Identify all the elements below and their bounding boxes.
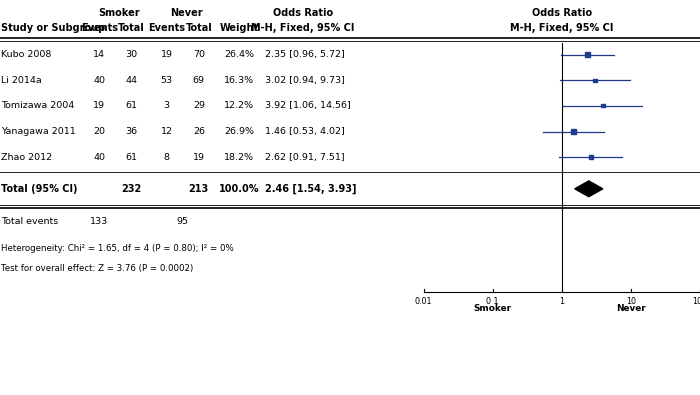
Text: 40: 40 bbox=[93, 153, 106, 162]
Text: Test for overall effect: Z = 3.76 (P = 0.0002): Test for overall effect: Z = 3.76 (P = 0… bbox=[1, 264, 193, 273]
Text: 19: 19 bbox=[160, 50, 173, 59]
Text: Never: Never bbox=[170, 8, 202, 18]
Bar bbox=[589, 156, 593, 159]
Text: 10: 10 bbox=[626, 297, 636, 307]
Text: M-H, Fixed, 95% CI: M-H, Fixed, 95% CI bbox=[510, 23, 613, 34]
Text: 95: 95 bbox=[176, 217, 188, 226]
Text: 2.35 [0.96, 5.72]: 2.35 [0.96, 5.72] bbox=[265, 50, 344, 59]
Text: M-H, Fixed, 95% CI: M-H, Fixed, 95% CI bbox=[251, 23, 355, 34]
Text: 1.46 [0.53, 4.02]: 1.46 [0.53, 4.02] bbox=[265, 127, 344, 136]
Text: 16.3%: 16.3% bbox=[224, 76, 255, 85]
Text: 100.0%: 100.0% bbox=[219, 184, 260, 194]
Text: Total: Total bbox=[118, 23, 145, 34]
Text: Heterogeneity: Chi² = 1.65, df = 4 (P = 0.80); I² = 0%: Heterogeneity: Chi² = 1.65, df = 4 (P = … bbox=[1, 244, 233, 252]
Text: Smoker: Smoker bbox=[98, 8, 140, 18]
Text: Total: Total bbox=[186, 23, 212, 34]
Bar bbox=[593, 79, 597, 82]
Text: 19: 19 bbox=[93, 102, 106, 110]
Text: 8: 8 bbox=[164, 153, 169, 162]
Polygon shape bbox=[575, 181, 603, 197]
Text: 69: 69 bbox=[193, 76, 205, 85]
Text: Smoker: Smoker bbox=[474, 305, 512, 313]
Text: 44: 44 bbox=[125, 76, 138, 85]
Text: Events: Events bbox=[81, 23, 118, 34]
Text: Events: Events bbox=[148, 23, 185, 34]
Text: Total (95% CI): Total (95% CI) bbox=[1, 184, 77, 194]
Bar bbox=[601, 104, 605, 107]
Text: 213: 213 bbox=[189, 184, 209, 194]
Text: 26.4%: 26.4% bbox=[225, 50, 254, 59]
Text: Odds Ratio: Odds Ratio bbox=[532, 8, 592, 18]
Text: Weight: Weight bbox=[220, 23, 259, 34]
Text: 3: 3 bbox=[164, 102, 169, 110]
Text: Li 2014a: Li 2014a bbox=[1, 76, 41, 85]
Text: 0 1: 0 1 bbox=[486, 297, 499, 307]
Text: Never: Never bbox=[616, 305, 645, 313]
Bar bbox=[585, 53, 590, 56]
Text: 18.2%: 18.2% bbox=[225, 153, 254, 162]
Text: 232: 232 bbox=[122, 184, 141, 194]
Text: 0.01: 0.01 bbox=[414, 297, 433, 307]
Text: 12.2%: 12.2% bbox=[225, 102, 254, 110]
Text: 26: 26 bbox=[193, 127, 205, 136]
Text: 2.62 [0.91, 7.51]: 2.62 [0.91, 7.51] bbox=[265, 153, 344, 162]
Text: 20: 20 bbox=[93, 127, 106, 136]
Bar bbox=[570, 130, 575, 134]
Text: 29: 29 bbox=[193, 102, 205, 110]
Text: 2.46 [1.54, 3.93]: 2.46 [1.54, 3.93] bbox=[265, 184, 356, 194]
Text: 133: 133 bbox=[90, 217, 108, 226]
Text: 1: 1 bbox=[559, 297, 564, 307]
Text: 3.02 [0.94, 9.73]: 3.02 [0.94, 9.73] bbox=[265, 76, 344, 85]
Text: Study or Subgroup: Study or Subgroup bbox=[1, 23, 105, 34]
Text: Kubo 2008: Kubo 2008 bbox=[1, 50, 51, 59]
Text: 3.92 [1.06, 14.56]: 3.92 [1.06, 14.56] bbox=[265, 102, 350, 110]
Text: 53: 53 bbox=[160, 76, 173, 85]
Text: 36: 36 bbox=[125, 127, 138, 136]
Text: 14: 14 bbox=[93, 50, 106, 59]
Text: Yanagawa 2011: Yanagawa 2011 bbox=[1, 127, 76, 136]
Text: 12: 12 bbox=[160, 127, 173, 136]
Text: 100: 100 bbox=[692, 297, 700, 307]
Text: Zhao 2012: Zhao 2012 bbox=[1, 153, 52, 162]
Text: Tomizawa 2004: Tomizawa 2004 bbox=[1, 102, 74, 110]
Text: Total events: Total events bbox=[1, 217, 58, 226]
Text: Odds Ratio: Odds Ratio bbox=[273, 8, 333, 18]
Text: 30: 30 bbox=[125, 50, 138, 59]
Text: 70: 70 bbox=[193, 50, 205, 59]
Text: 61: 61 bbox=[125, 102, 138, 110]
Text: 61: 61 bbox=[125, 153, 138, 162]
Text: 19: 19 bbox=[193, 153, 205, 162]
Text: 26.9%: 26.9% bbox=[225, 127, 254, 136]
Text: 40: 40 bbox=[93, 76, 106, 85]
